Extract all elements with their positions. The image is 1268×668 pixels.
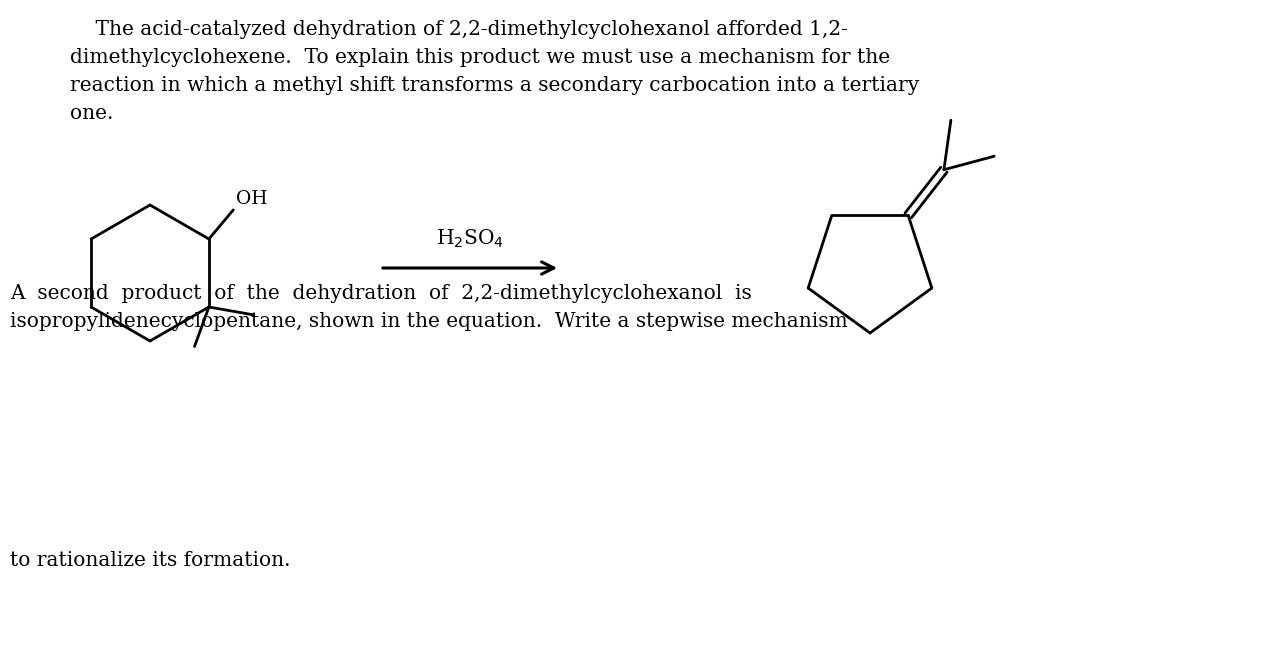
Text: H$_2$SO$_4$: H$_2$SO$_4$ bbox=[436, 228, 503, 250]
Text: to rationalize its formation.: to rationalize its formation. bbox=[10, 551, 290, 570]
Text: OH: OH bbox=[236, 190, 268, 208]
Text: A  second  product  of  the  dehydration  of  2,2-dimethylcyclohexanol  is
isopr: A second product of the dehydration of 2… bbox=[10, 284, 848, 331]
Text: The acid-catalyzed dehydration of 2,2-dimethylcyclohexanol afforded 1,2-
dimethy: The acid-catalyzed dehydration of 2,2-di… bbox=[70, 20, 919, 123]
